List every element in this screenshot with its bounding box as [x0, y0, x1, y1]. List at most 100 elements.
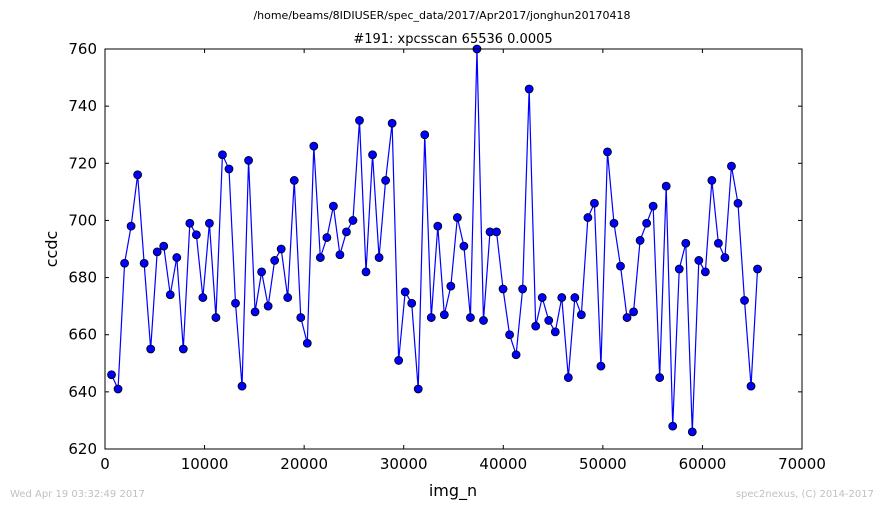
x-axis: 0 10000 20000 30000 40000 50000 60000 70000 [100, 49, 826, 473]
data-point [727, 161, 736, 171]
data-point [439, 310, 449, 320]
data-point [635, 236, 645, 245]
data-point [205, 218, 214, 228]
data-point [224, 164, 234, 174]
data-point [159, 241, 169, 251]
y-tick-label: 680 [68, 269, 97, 287]
data-point [531, 321, 541, 331]
data-point [237, 381, 247, 391]
y-tick-label: 700 [68, 211, 97, 229]
data-point [518, 284, 528, 294]
data-point [107, 370, 116, 380]
data-point [583, 213, 593, 222]
data-point [185, 218, 195, 228]
data-point [452, 213, 462, 222]
chart-suptitle: /home/beams/8IDIUSER/spec_data/2017/Apr2… [253, 9, 630, 22]
footer-timestamp: Wed Apr 19 03:32:49 2017 [10, 489, 145, 500]
data-point [152, 247, 162, 257]
x-tick-label: 70000 [778, 455, 826, 473]
data-point [713, 238, 723, 248]
data-point [283, 293, 293, 302]
data-point [328, 201, 338, 211]
data-point [524, 84, 534, 94]
data-point [557, 293, 567, 302]
data-point [661, 181, 671, 191]
data-point [368, 150, 377, 160]
data-point [603, 147, 612, 157]
x-tick-label: 50000 [579, 455, 627, 473]
data-point [648, 201, 658, 211]
data-point [426, 313, 436, 322]
data-point [270, 256, 280, 265]
data-point [113, 384, 123, 394]
data-point [342, 227, 351, 237]
data-point [218, 150, 227, 160]
data-point [146, 344, 156, 354]
data-point [505, 330, 514, 340]
data-point [746, 381, 756, 391]
chart-title: #191: xpcsscan 65536 0.0005 [353, 32, 552, 47]
data-point [479, 316, 488, 325]
series-line [110, 48, 759, 432]
y-tick-label: 720 [68, 154, 97, 172]
data-point [563, 373, 573, 382]
data-point [348, 216, 358, 225]
data-point [355, 116, 364, 125]
data-point [622, 313, 632, 322]
data-point [178, 344, 188, 354]
data-point [139, 258, 149, 268]
data-point [498, 284, 508, 294]
data-point [361, 267, 371, 277]
plot-frame [104, 48, 803, 450]
x-axis-label: img_n [429, 481, 477, 501]
data-point [315, 253, 325, 262]
data-point [492, 227, 501, 237]
data-point [740, 296, 749, 305]
data-point [413, 384, 423, 394]
data-point [120, 258, 129, 268]
data-point [244, 156, 253, 165]
data-point [302, 338, 312, 348]
data-point [250, 307, 260, 317]
data-point [537, 293, 547, 302]
data-point [590, 198, 599, 208]
data-point [381, 176, 390, 185]
data-point [668, 421, 678, 431]
data-point [400, 287, 410, 297]
plot-area [107, 44, 762, 437]
data-point [446, 281, 456, 291]
data-point [263, 301, 273, 311]
data-point [133, 170, 143, 180]
data-point [322, 233, 332, 242]
y-tick-label: 640 [68, 383, 97, 401]
data-point [550, 327, 560, 337]
data-point [172, 253, 182, 262]
y-axis: 620 640 660 680 700 720 740 760 [68, 40, 802, 458]
data-point [374, 253, 384, 262]
data-point [629, 307, 638, 317]
y-tick-label: 760 [68, 40, 97, 58]
data-point [126, 221, 136, 231]
data-point [596, 361, 606, 371]
data-point [466, 313, 475, 322]
data-point [570, 293, 580, 302]
x-tick-label: 20000 [280, 455, 328, 473]
data-point [674, 264, 684, 274]
data-point [420, 130, 430, 140]
data-point [165, 290, 175, 300]
x-tick-label: 30000 [380, 455, 428, 473]
data-point [707, 176, 717, 185]
data-point [335, 250, 345, 260]
y-tick-label: 620 [68, 440, 97, 458]
data-point [609, 218, 619, 228]
data-point [720, 253, 730, 262]
data-point [655, 373, 665, 382]
x-tick-label: 10000 [181, 455, 229, 473]
y-axis-label: ccdc [42, 231, 61, 268]
data-point [753, 264, 762, 274]
data-point [211, 313, 221, 322]
data-point [276, 244, 286, 254]
data-point [511, 350, 521, 360]
data-point [687, 427, 697, 437]
